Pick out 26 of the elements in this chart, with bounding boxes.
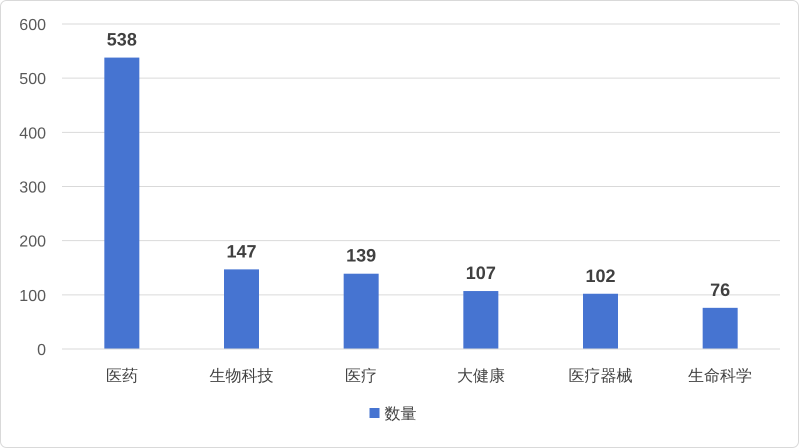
y-tick-label: 600 — [19, 17, 46, 34]
bar — [104, 58, 140, 349]
x-tick-label: 医疗 — [345, 367, 378, 385]
y-tick-label: 400 — [19, 125, 46, 142]
y-tick-label: 300 — [19, 180, 46, 196]
bar — [224, 269, 259, 349]
x-tick-label: 医疗器械 — [568, 367, 632, 385]
data-label: 139 — [346, 246, 376, 266]
x-tick-label: 生物科技 — [210, 367, 274, 385]
bar — [463, 291, 498, 349]
data-label: 107 — [466, 263, 496, 284]
y-tick-label: 500 — [19, 71, 46, 88]
y-tick-label: 100 — [19, 288, 46, 305]
y-tick-label: 200 — [19, 234, 46, 251]
data-label: 102 — [585, 266, 616, 286]
legend-label: 数量 — [384, 406, 416, 423]
x-tick-label: 大健康 — [456, 367, 505, 385]
bar — [583, 294, 618, 349]
bar — [344, 274, 379, 349]
x-tick-label: 医药 — [106, 367, 138, 385]
data-label: 538 — [106, 30, 137, 50]
data-label: 147 — [226, 241, 257, 262]
x-tick-label: 生命科学 — [688, 367, 752, 385]
bar — [702, 308, 738, 349]
data-label: 76 — [710, 280, 730, 300]
y-tick-label: 0 — [37, 342, 46, 359]
